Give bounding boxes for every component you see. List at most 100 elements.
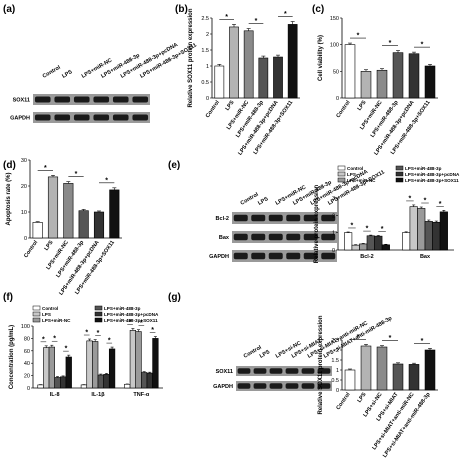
x-tick-label: IL-8	[50, 392, 60, 398]
bar	[78, 210, 89, 239]
bar	[408, 53, 420, 99]
blot-strip	[236, 381, 332, 391]
panel-letter-f: (f)	[3, 292, 13, 303]
chart-f: (f) 0 20 40 60 80 100 Concentration (pg/mL) IL-8…	[3, 292, 163, 398]
bar	[439, 211, 448, 251]
bar	[63, 183, 74, 239]
blot-a: Control LPS LPS+miR-NCLPS+miR-488-3pLPS+mi…	[10, 42, 198, 123]
y-tick-label: 0	[336, 388, 339, 394]
bar	[360, 345, 372, 391]
bar	[43, 347, 50, 389]
sig-star: *	[351, 222, 354, 229]
y-axis-label: Relative SOX11 protein expression	[188, 8, 194, 107]
panel-letter-d: (d)	[3, 160, 16, 171]
y-tick-label: 1	[332, 231, 335, 237]
bar	[381, 244, 390, 251]
blot-band	[321, 233, 336, 241]
legend-swatch	[395, 171, 404, 177]
bar	[103, 374, 110, 389]
chart-b: (b) 0 0.5 1 1.5 2 2.5 Relative SOX11 protein ex…	[175, 4, 300, 156]
sig-star: *	[439, 201, 442, 208]
sig-star: *	[389, 40, 392, 47]
x-tick-label: LPS	[225, 99, 236, 111]
x-tick-label: Control	[23, 239, 39, 259]
blot-lane-label: Control	[240, 192, 260, 207]
y-tick-label: 0.5	[331, 378, 339, 384]
y-tick-label: 0	[24, 236, 27, 242]
legend-label: Control	[42, 306, 58, 311]
y-tick-label: 2	[336, 348, 339, 354]
y-tick-label: 2	[206, 32, 209, 38]
sig-star: *	[151, 327, 154, 334]
blot-band	[321, 252, 336, 260]
bar	[108, 348, 116, 389]
panel-letter-a: (a)	[3, 4, 15, 15]
bar	[344, 44, 356, 99]
y-tick-label: 30	[21, 158, 27, 164]
bar	[141, 372, 148, 389]
blot-band	[233, 214, 248, 222]
x-tick-label: Control	[205, 99, 221, 119]
bar	[48, 346, 55, 389]
blot-strip	[236, 366, 332, 376]
blot-band	[112, 96, 129, 103]
y-tick-label: 10	[21, 210, 27, 216]
bar	[80, 384, 88, 389]
bar	[409, 206, 418, 251]
legend-label: LPS	[347, 172, 356, 177]
y-tick-label: 20	[24, 374, 30, 380]
y-tick-label: 100	[21, 324, 30, 330]
blot-band	[253, 383, 267, 389]
sig-star: *	[105, 177, 108, 184]
blot-band	[301, 368, 315, 374]
sig-star: *	[129, 319, 132, 326]
sig-star: *	[140, 320, 143, 327]
bar	[376, 346, 388, 391]
sig-star: *	[389, 335, 392, 342]
bar	[374, 235, 383, 251]
sig-star: *	[108, 338, 111, 345]
legend-label: LPS+miR-488-3p+pcDNA	[104, 312, 159, 317]
bar	[109, 189, 120, 239]
panel-a: (a) Control LPS LPS+miR-NCLPS+miR-488-3pLP…	[3, 4, 198, 123]
blot-row-label: Bcl-2	[216, 216, 229, 222]
blot-band	[268, 214, 283, 222]
y-tick-label: 60	[24, 349, 30, 355]
blot-band	[34, 96, 51, 103]
blot-band	[268, 252, 283, 260]
blot-band	[268, 233, 283, 241]
bar	[287, 24, 298, 99]
bar	[129, 330, 136, 389]
sig-star: *	[75, 171, 78, 178]
blot-band	[93, 114, 110, 121]
sig-star: *	[409, 195, 412, 202]
y-tick-label: 150	[330, 16, 339, 22]
bar	[59, 376, 67, 389]
legend-swatch	[94, 305, 103, 311]
y-tick-label: 1	[336, 368, 339, 374]
x-tick-label: Control	[336, 99, 352, 119]
x-tick-label: TNF-α	[133, 392, 150, 398]
sig-star: *	[424, 198, 427, 205]
blot-band	[54, 96, 71, 103]
legend-label: Control	[347, 166, 363, 171]
legend-swatch	[32, 311, 41, 317]
blot-lane-label: LPS	[259, 349, 272, 360]
blot-band	[303, 214, 318, 222]
blot-band	[251, 252, 266, 260]
blot-band	[303, 252, 318, 260]
sig-star: *	[85, 330, 88, 337]
bar	[402, 232, 411, 251]
x-tick-label: Bax	[420, 254, 431, 260]
legend-swatch	[94, 317, 103, 323]
legend-label: LPS+miR-NC	[42, 318, 71, 323]
y-tick-label: 0.5	[201, 80, 209, 86]
bar	[124, 383, 131, 389]
bar	[135, 331, 142, 389]
sig-star: *	[421, 338, 424, 345]
sig-star: *	[42, 336, 45, 343]
y-tick-label: 50	[333, 69, 339, 75]
blot-row-label: Bax	[219, 235, 230, 241]
blot-band	[286, 233, 301, 241]
legend-label: LPS+miR-488-3p+pcDNA	[405, 172, 460, 177]
